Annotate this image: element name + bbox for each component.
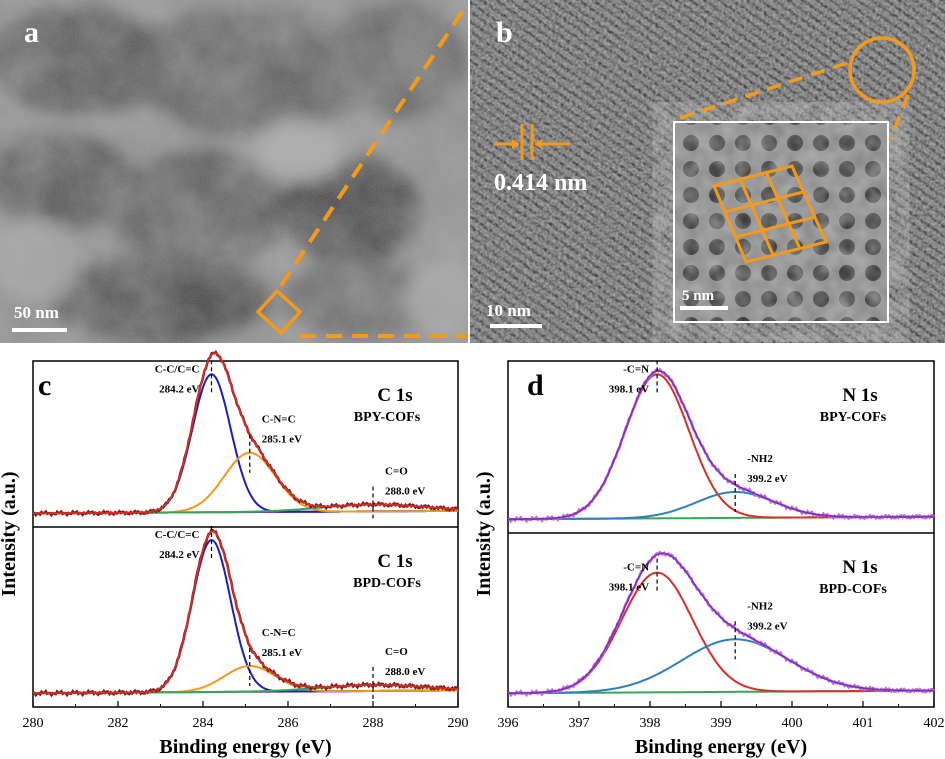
- scalebar-a-label: 50 nm: [14, 303, 59, 322]
- peak-energy-label: 399.2 eV: [747, 473, 787, 485]
- hrtem-image-b-graphic: 5 nm 0.414 nm 10 nm b: [470, 0, 945, 343]
- plot-frame: [32, 360, 459, 708]
- inset-scalebar: [680, 306, 728, 310]
- raw-spectrum: [32, 349, 459, 518]
- peak-energy-label: 288.0 eV: [385, 485, 425, 497]
- scalebar-b-label: 10 nm: [486, 301, 531, 320]
- zoom-circle: [848, 36, 916, 104]
- raw-spectrum: [507, 550, 935, 698]
- fitted-envelope: [33, 530, 458, 694]
- x-tick-label: 280: [23, 716, 44, 731]
- peak-label: -NH2: [747, 600, 773, 612]
- spacing-marker: [494, 124, 570, 160]
- component-peak: [508, 373, 934, 521]
- peak-energy-label: 398.1 eV: [609, 383, 649, 395]
- component-peak: [33, 683, 458, 695]
- fitted-envelope: [508, 552, 934, 694]
- peak-energy-label: 288.0 eV: [385, 666, 425, 678]
- peak-label: C-C/C=C: [155, 363, 200, 375]
- x-tick-label: 284: [193, 716, 214, 731]
- scalebar-a: [12, 328, 67, 332]
- peak-energy-label: 284.2 eV: [159, 383, 199, 395]
- component-peak: [508, 491, 934, 521]
- component-peak: [33, 373, 458, 515]
- spacing-label: 0.414 nm: [494, 170, 587, 196]
- peak-label: -C=N: [623, 562, 649, 574]
- y-axis-label: Intensity (a.u.): [473, 471, 495, 596]
- tem-image-a: 50 nm a: [0, 0, 468, 343]
- peak-energy-label: 398.1 eV: [609, 582, 649, 594]
- fitted-envelope: [508, 369, 934, 521]
- raw-spectrum: [507, 367, 935, 524]
- background-curve: [508, 689, 934, 695]
- peak-label: C-N=C: [262, 414, 296, 426]
- x-tick-label: 400: [782, 716, 803, 731]
- x-tick-label: 282: [108, 716, 129, 731]
- subplot-title: C 1s: [377, 551, 412, 572]
- hrtem-image-b: 5 nm 0.414 nm 10 nm b: [470, 0, 945, 343]
- peak-label: -NH2: [747, 453, 773, 465]
- x-axis-label: Binding energy (eV): [635, 736, 807, 758]
- panel-letter: d: [527, 369, 544, 402]
- panel-a-letter: a: [24, 16, 39, 49]
- subplot-title: C 1s: [377, 385, 412, 406]
- inset-scalebar-label: 5 nm: [682, 288, 715, 304]
- component-peak: [33, 538, 458, 695]
- plot-frame: [507, 360, 935, 708]
- x-tick-label: 398: [640, 716, 661, 731]
- peak-label: C-N=C: [262, 627, 296, 639]
- selection-square: [255, 288, 303, 336]
- subplot-sample: BPY-COFs: [820, 410, 887, 425]
- chart-d: 396 397 398 399 400 401 402 Binding energy (eV)…: [473, 360, 945, 758]
- tem-image-a-graphic: 50 nm a: [0, 0, 468, 343]
- x-tick-label: 288: [363, 716, 384, 731]
- selection-overlay: [255, 10, 468, 338]
- peak-energy-label: 285.1 eV: [262, 647, 302, 659]
- x-tick-label: 401: [853, 716, 874, 731]
- peak-energy-label: 399.2 eV: [747, 620, 787, 632]
- zoom-indicator: [679, 36, 916, 141]
- subplot-title: N 1s: [842, 385, 877, 406]
- raw-spectrum: [32, 528, 459, 698]
- y-axis-label: Intensity (a.u.): [0, 471, 20, 596]
- component-peak: [508, 571, 934, 695]
- x-tick-label: 399: [711, 716, 732, 731]
- component-peak: [33, 503, 458, 515]
- panel-b-letter: b: [496, 16, 513, 49]
- peak-energy-label: 285.1 eV: [262, 434, 302, 446]
- background-curve: [33, 509, 458, 515]
- background-curve: [508, 515, 934, 521]
- inset-image: 5 nm: [673, 121, 889, 323]
- peak-label: C-C/C=C: [155, 529, 200, 541]
- subplot-title: N 1s: [842, 557, 877, 578]
- peak-label: C=O: [385, 646, 408, 658]
- panel-letter: c: [38, 369, 51, 402]
- component-peak: [33, 664, 458, 695]
- x-tick-label: 396: [498, 716, 519, 731]
- peak-label: -C=N: [623, 363, 649, 375]
- subplot-sample: BPY-COFs: [354, 410, 421, 425]
- subplot-sample: BPD-COFs: [819, 582, 887, 597]
- lattice-grid-overlay: [711, 164, 829, 264]
- background-curve: [33, 689, 459, 695]
- x-tick-label: 397: [569, 716, 590, 731]
- x-tick-label: 402: [924, 716, 945, 731]
- component-peak: [33, 451, 458, 515]
- scalebar-b: [490, 324, 542, 328]
- peak-energy-label: 284.2 eV: [159, 549, 199, 561]
- x-axis-label: Binding energy (eV): [159, 736, 331, 758]
- component-peak: [508, 638, 934, 695]
- chart-c: 280 282 284 286 288 290 Binding energy (eV) Int…: [0, 349, 469, 758]
- x-tick-label: 290: [448, 716, 469, 731]
- fitted-envelope: [33, 352, 458, 515]
- subplot-sample: BPD-COFs: [353, 576, 421, 591]
- peak-label: C=O: [385, 465, 408, 477]
- x-tick-label: 286: [278, 716, 299, 731]
